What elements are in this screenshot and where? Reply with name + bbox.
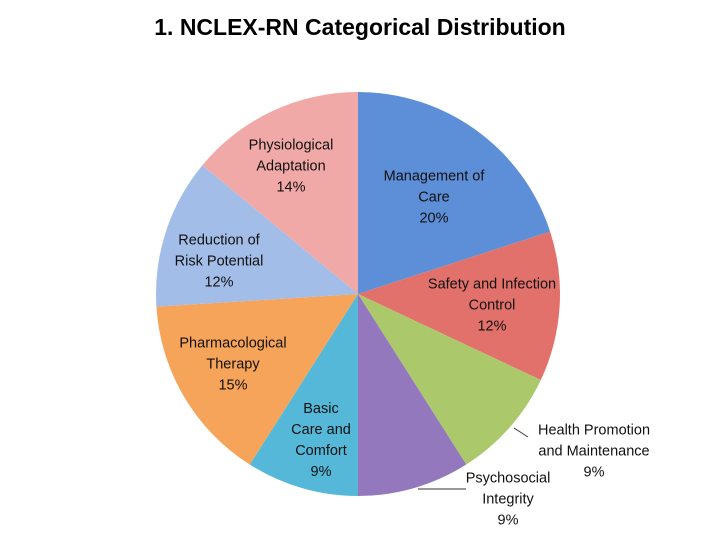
category-name: Basic Care and Comfort bbox=[291, 401, 351, 459]
category-name: Reduction of Risk Potential bbox=[174, 232, 264, 270]
pie-slice bbox=[202, 92, 358, 294]
leader-line bbox=[513, 427, 529, 438]
value-label: 20% bbox=[419, 210, 449, 227]
value-label: 9% bbox=[310, 464, 332, 480]
pie-slice bbox=[358, 231, 560, 381]
slice-label: Reduction of Risk Potential 12% bbox=[164, 231, 274, 294]
value-label: 9% bbox=[583, 464, 605, 481]
pie-slice bbox=[358, 92, 551, 294]
slice-label: Safety and Infection Control 12% bbox=[417, 275, 567, 338]
category-name: Management of Care bbox=[383, 168, 485, 206]
category-name: Physiological Adaptation bbox=[248, 137, 334, 175]
value-label: 9% bbox=[497, 512, 519, 529]
value-label: 12% bbox=[477, 318, 507, 335]
category-name: Health Promotion and Maintenance bbox=[537, 422, 651, 460]
chart-title: 1. NCLEX-RN Categorical Distribution bbox=[154, 14, 566, 40]
slice-label: Psychosocial Integrity 9% bbox=[453, 469, 563, 532]
pie-slice bbox=[358, 294, 467, 496]
category-name: Safety and Infection Control bbox=[427, 276, 557, 314]
pie-slice bbox=[156, 294, 358, 465]
slice-label: Health Promotion and Maintenance 9% bbox=[524, 421, 664, 484]
pie-slice bbox=[156, 165, 358, 307]
pie-slice bbox=[249, 294, 358, 496]
value-label: 12% bbox=[204, 274, 234, 291]
value-label: 14% bbox=[276, 179, 306, 196]
pie-slice bbox=[358, 294, 541, 465]
category-name: Pharmacological Therapy bbox=[179, 335, 287, 373]
slice-label: Pharmacological Therapy 15% bbox=[163, 334, 303, 397]
slice-label: Basic Care and Comfort 9% bbox=[286, 399, 356, 483]
category-name: Psychosocial Integrity bbox=[465, 470, 551, 508]
value-label: 15% bbox=[218, 377, 248, 394]
slice-label: Management of Care 20% bbox=[374, 167, 494, 230]
slice-label: Physiological Adaptation 14% bbox=[236, 136, 346, 199]
